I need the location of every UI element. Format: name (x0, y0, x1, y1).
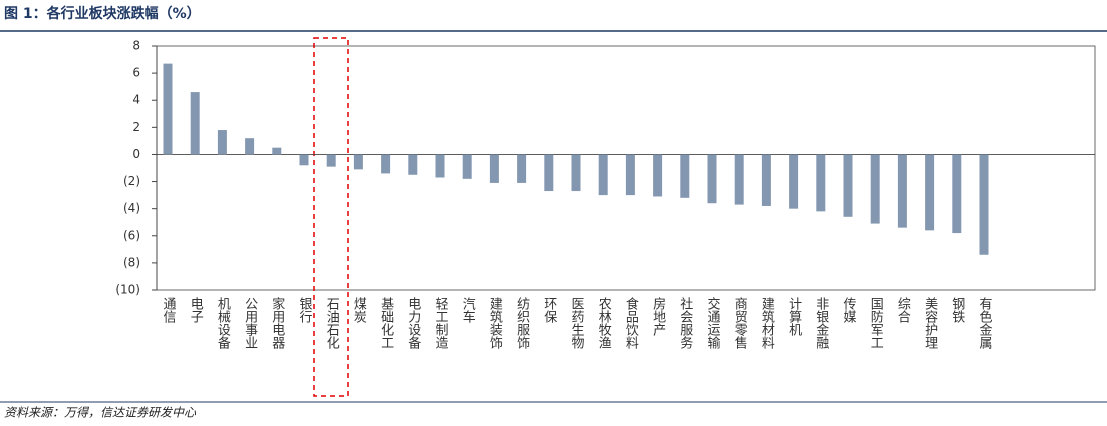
bar (353, 154, 363, 170)
y-tick-label: (4) (123, 201, 140, 215)
bar (870, 154, 880, 224)
bar (517, 154, 527, 183)
x-tick-label: 汽车 (460, 297, 476, 323)
x-tick-label: 国防军工 (868, 297, 884, 349)
y-tick-label: 6 (132, 66, 140, 80)
x-tick-label: 交通运输 (705, 296, 721, 349)
x-tick-label: 传媒 (841, 297, 857, 323)
x-tick-label: 综合 (895, 297, 911, 323)
y-tick-label: (10) (115, 283, 140, 297)
bar (897, 154, 907, 228)
y-tick-label: (8) (123, 255, 140, 269)
x-tick-label: 石油石化 (324, 297, 340, 350)
x-tick-label: 煤炭 (351, 297, 367, 324)
x-tick-label: 美容护理 (922, 297, 938, 349)
bar (245, 138, 255, 155)
x-tick-label: 机械设备 (215, 297, 231, 350)
y-tick-label: (6) (123, 228, 140, 242)
bar (952, 154, 962, 234)
y-tick-label: 2 (132, 120, 140, 134)
x-tick-label: 社会服务 (677, 296, 693, 349)
x-tick-label: 商贸零售 (732, 297, 748, 349)
x-tick-label: 环保 (541, 297, 557, 323)
x-tick-label: 电子 (188, 297, 204, 323)
chart-title: 图 1：各行业板块涨跌幅（%） (4, 5, 201, 22)
bar (789, 154, 799, 209)
bar (598, 154, 608, 196)
x-tick-label: 建筑装饰 (487, 297, 503, 349)
x-tick-label: 纺织服饰 (514, 297, 530, 349)
bar (462, 154, 472, 179)
y-tick-label: 4 (132, 93, 140, 107)
highlight-box (313, 37, 349, 397)
bar (489, 154, 499, 183)
bar (707, 154, 717, 204)
bar (761, 154, 771, 206)
bar (217, 130, 227, 155)
bar (653, 154, 663, 197)
x-tick-label: 农林牧渔 (596, 297, 612, 349)
y-tick-label: 0 (132, 147, 140, 161)
bar (272, 147, 282, 155)
x-tick-label: 医药生物 (569, 297, 585, 350)
x-tick-label: 轻工制造 (433, 297, 449, 350)
x-tick-label: 公用事业 (242, 297, 258, 349)
x-tick-label: 非银金融 (813, 297, 829, 349)
bar (299, 154, 309, 166)
bar (381, 154, 391, 174)
bar (326, 154, 336, 167)
source-note: 资料来源：万得，信达证券研发中心 (4, 406, 197, 420)
x-tick-label: 计算机 (786, 297, 802, 337)
bar (816, 154, 826, 212)
x-tick-label: 食品饮料 (623, 296, 639, 349)
x-tick-label: 电力设备 (405, 297, 421, 350)
x-tick-label: 建筑材料 (759, 297, 775, 349)
bar (625, 154, 635, 196)
bar (843, 154, 853, 217)
bar (544, 154, 554, 192)
x-tick-label: 有色金属 (977, 297, 993, 350)
bar (925, 154, 935, 231)
bar (190, 92, 200, 155)
bar (435, 154, 445, 178)
x-tick-label: 银行 (297, 297, 313, 324)
bar (734, 154, 744, 205)
x-tick-label: 钢铁 (949, 297, 965, 323)
x-tick-label: 基础化工 (378, 297, 394, 349)
bar (571, 154, 581, 192)
bar (979, 154, 989, 255)
x-tick-label: 通信 (161, 297, 177, 323)
bar (680, 154, 690, 198)
bar (163, 63, 173, 155)
x-tick-label: 房地产 (650, 296, 666, 337)
x-tick-label: 家用电器 (269, 296, 285, 350)
y-tick-label: (2) (123, 174, 140, 188)
y-tick-label: 8 (132, 39, 140, 53)
bar (408, 154, 418, 175)
